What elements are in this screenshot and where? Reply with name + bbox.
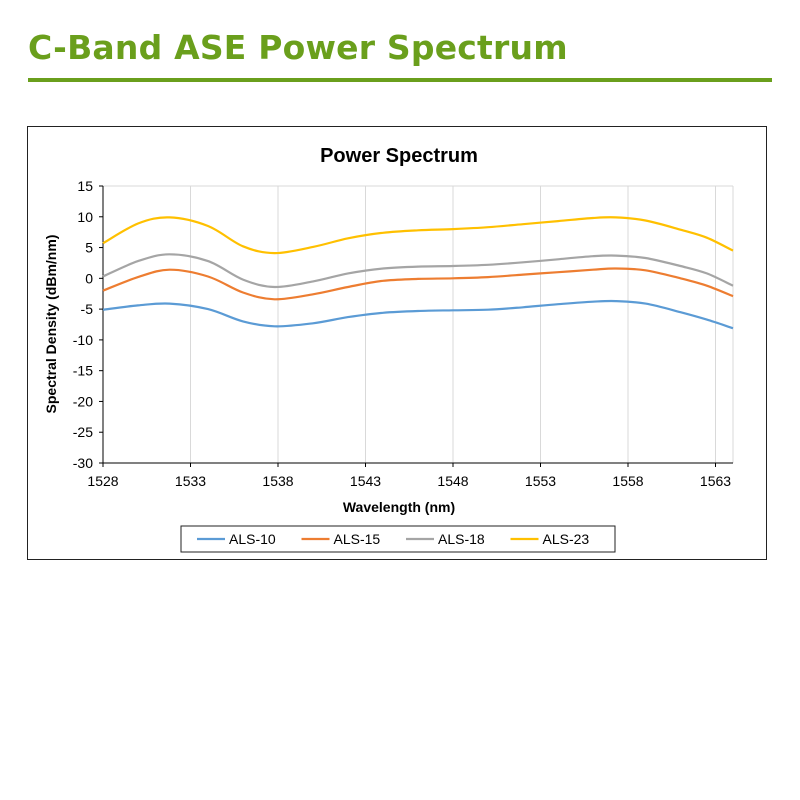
- y-tick-label: 5: [85, 240, 93, 256]
- legend: ALS-10 ALS-15 ALS-18 ALS-23: [180, 525, 616, 553]
- x-tick-label: 1558: [612, 473, 643, 489]
- tick-labels: -30 -25 -20 -15 -10 -5 0 5 10 15 1528 1533 1538 1543 1…: [73, 178, 732, 489]
- chart-frame: Power Spectrum -30 -25 -20 -15 -10 -5 0 5 10 15 15…: [27, 126, 767, 560]
- series-lines: [102, 216, 734, 330]
- x-axis-label: Wavelength (nm): [343, 499, 455, 515]
- y-tick-label: -5: [81, 301, 94, 317]
- grid-lines: [103, 185, 734, 463]
- chart-title: Power Spectrum: [320, 145, 478, 167]
- series-line-als-18: [102, 253, 734, 289]
- x-tick-label: 1563: [700, 473, 731, 489]
- y-tick-label: -20: [73, 393, 93, 409]
- y-tick-label: -30: [73, 455, 93, 471]
- axes: [99, 185, 733, 467]
- legend-label-als-10: ALS-10: [229, 531, 276, 547]
- legend-label-als-23: ALS-23: [543, 531, 590, 547]
- x-tick-label: 1553: [525, 473, 556, 489]
- y-tick-label: -10: [73, 332, 93, 348]
- y-axis-label: Spectral Density (dBm/nm): [43, 235, 59, 414]
- x-tick-label: 1528: [87, 473, 118, 489]
- series-line-als-23: [102, 216, 734, 255]
- y-tick-label: -25: [73, 424, 93, 440]
- x-tick-label: 1548: [437, 473, 468, 489]
- y-tick-label: 0: [85, 270, 93, 286]
- x-tick-label: 1538: [262, 473, 293, 489]
- legend-label-als-15: ALS-15: [334, 531, 381, 547]
- y-tick-label: 10: [77, 209, 93, 225]
- y-tick-label: 15: [77, 178, 93, 194]
- power-spectrum-chart: Power Spectrum -30 -25 -20 -15 -10 -5 0 5 10 15 15…: [43, 145, 734, 553]
- x-tick-label: 1543: [350, 473, 381, 489]
- x-tick-label: 1533: [175, 473, 206, 489]
- page-title: C-Band ASE Power Spectrum: [28, 28, 568, 67]
- series-line-als-10: [102, 299, 734, 330]
- title-underline: [28, 78, 772, 82]
- y-tick-label: -15: [73, 363, 93, 379]
- legend-label-als-18: ALS-18: [438, 531, 485, 547]
- series-line-als-15: [102, 267, 734, 301]
- legend-box: [180, 525, 616, 553]
